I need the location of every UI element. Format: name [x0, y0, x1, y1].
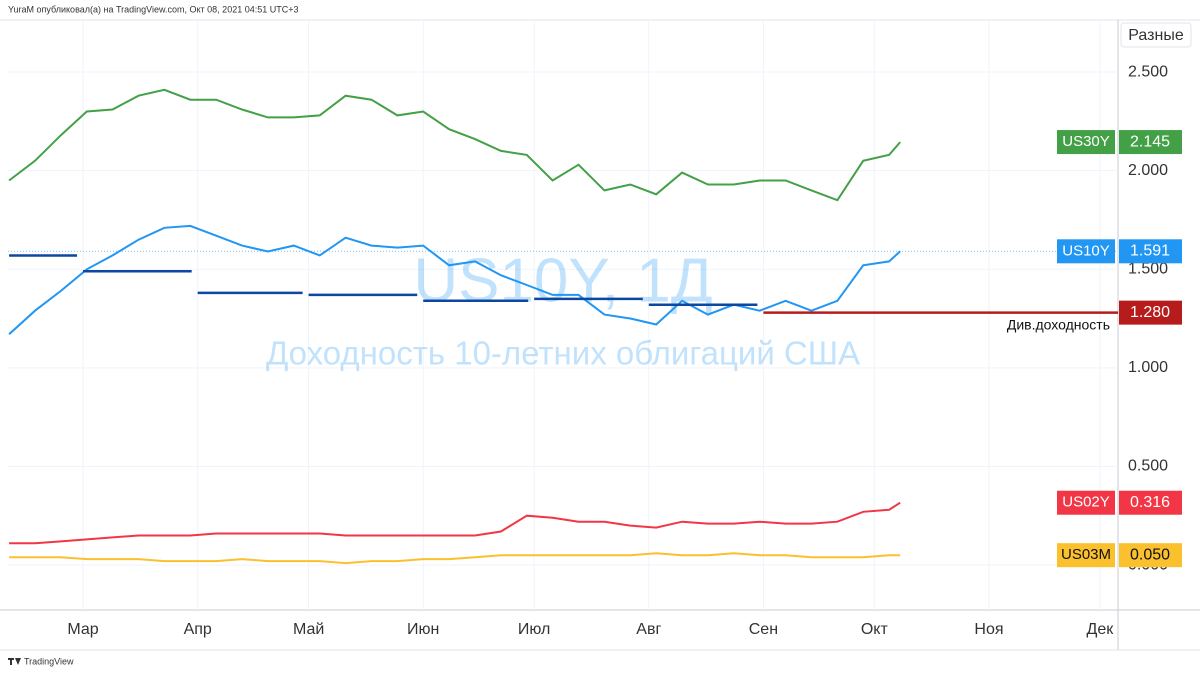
- series-name-box: [1057, 490, 1115, 515]
- y-tick-label: 1.500: [1128, 260, 1168, 277]
- series-name-label: US03M: [1061, 546, 1111, 563]
- x-tick-label: Май: [293, 621, 324, 638]
- scale-button[interactable]: Разные: [1128, 27, 1184, 44]
- x-tick-label: Сен: [749, 621, 778, 638]
- last-value-label: 1.280: [1130, 304, 1170, 321]
- series-name-box: [1057, 130, 1115, 155]
- series-line: [9, 501, 901, 545]
- last-value-box: [1119, 300, 1182, 325]
- series-line: [8, 224, 901, 336]
- x-tick-label: Июн: [407, 621, 439, 638]
- series-name-box: [1057, 239, 1115, 264]
- last-value-box: [1119, 543, 1182, 568]
- last-value-box: [1119, 130, 1182, 155]
- last-value-label: 2.145: [1130, 133, 1170, 150]
- last-value-label: 0.050: [1130, 546, 1170, 563]
- scale-button-box[interactable]: [1120, 22, 1192, 48]
- x-tick-label: Апр: [184, 621, 212, 638]
- series-name-label: US30Y: [1062, 133, 1110, 150]
- last-value-label: 0.316: [1130, 494, 1170, 511]
- last-value-box: [1119, 239, 1182, 264]
- series-line: [8, 88, 901, 202]
- x-tick-label: Июл: [518, 621, 550, 638]
- x-tick-label: Окт: [861, 621, 889, 638]
- last-value-box: [1119, 490, 1182, 515]
- y-tick-label: 0.500: [1128, 458, 1168, 475]
- last-value-label: 1.591: [1130, 243, 1170, 260]
- series-name-box: [1057, 543, 1115, 568]
- grid: [8, 20, 1118, 610]
- x-tick-label: Дек: [1087, 621, 1115, 638]
- watermark-subtitle: Доходность 10-летних облигаций США: [266, 335, 860, 372]
- y-tick-label: 1.000: [1128, 359, 1168, 376]
- footer: TradingView: [24, 656, 74, 666]
- x-tick-label: Ноя: [974, 621, 1003, 638]
- series-name-label: US10Y: [1062, 242, 1110, 259]
- series-line: [9, 552, 901, 565]
- step-name: Див.доходность: [1007, 316, 1110, 332]
- header: YuraM опубликовал(а) на TradingView.com,…: [8, 4, 299, 14]
- series-name-label: US02Y: [1062, 494, 1110, 511]
- x-tick-label: Авг: [636, 621, 661, 638]
- x-tick-label: Мар: [67, 621, 98, 638]
- y-tick-label: 2.000: [1128, 162, 1168, 179]
- y-tick-label: 2.500: [1128, 63, 1168, 80]
- footer-logo: [8, 658, 21, 665]
